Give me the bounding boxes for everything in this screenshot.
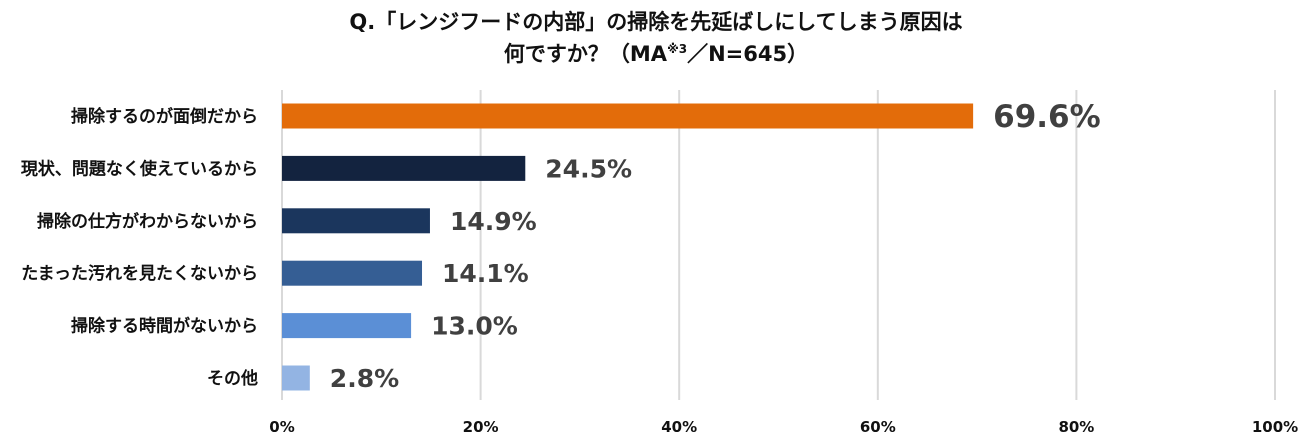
x-tick-label: 60% (860, 418, 896, 436)
title-line-2-end: ／N=645） (687, 42, 809, 66)
bar-4 (282, 260, 423, 286)
x-tick-label: 100% (1252, 418, 1298, 436)
x-tick-label: 20% (463, 418, 499, 436)
category-label: 現状、問題なく使えているから (21, 158, 258, 179)
category-label: その他 (207, 368, 258, 389)
value-label: 2.8% (330, 364, 399, 393)
bar-1 (282, 103, 974, 129)
bar-6 (282, 365, 310, 391)
value-label: 14.1% (442, 259, 529, 288)
bar-3 (282, 208, 430, 234)
category-label: たまった汚れを見たくないから (21, 263, 258, 284)
x-tick-label: 0% (269, 418, 294, 436)
bar-5 (282, 313, 412, 339)
title-line-2: 何ですか？（MA※3／N=645） (0, 38, 1312, 70)
title-footnote-mark: ※3 (667, 42, 688, 56)
category-label: 掃除する時間がないから (71, 316, 258, 337)
value-label: 14.9% (450, 207, 537, 236)
value-label: 13.0% (431, 312, 518, 341)
x-tick-label: 80% (1058, 418, 1094, 436)
title-line-1: Q.「レンジフードの内部」の掃除を先延ばしにしてしまう原因は (349, 10, 963, 34)
title-line-2-main: 何ですか？（MA (503, 42, 668, 66)
category-label: 掃除の仕方がわからないから (37, 211, 258, 232)
bar-2 (282, 155, 526, 181)
x-tick-label: 40% (661, 418, 697, 436)
value-label: 69.6% (993, 99, 1101, 135)
chart-title: Q.「レンジフードの内部」の掃除を先延ばしにしてしまう原因は 何ですか？（MA※… (0, 6, 1312, 70)
value-label: 24.5% (545, 154, 632, 183)
category-label: 掃除するのが面倒だから (71, 106, 258, 127)
